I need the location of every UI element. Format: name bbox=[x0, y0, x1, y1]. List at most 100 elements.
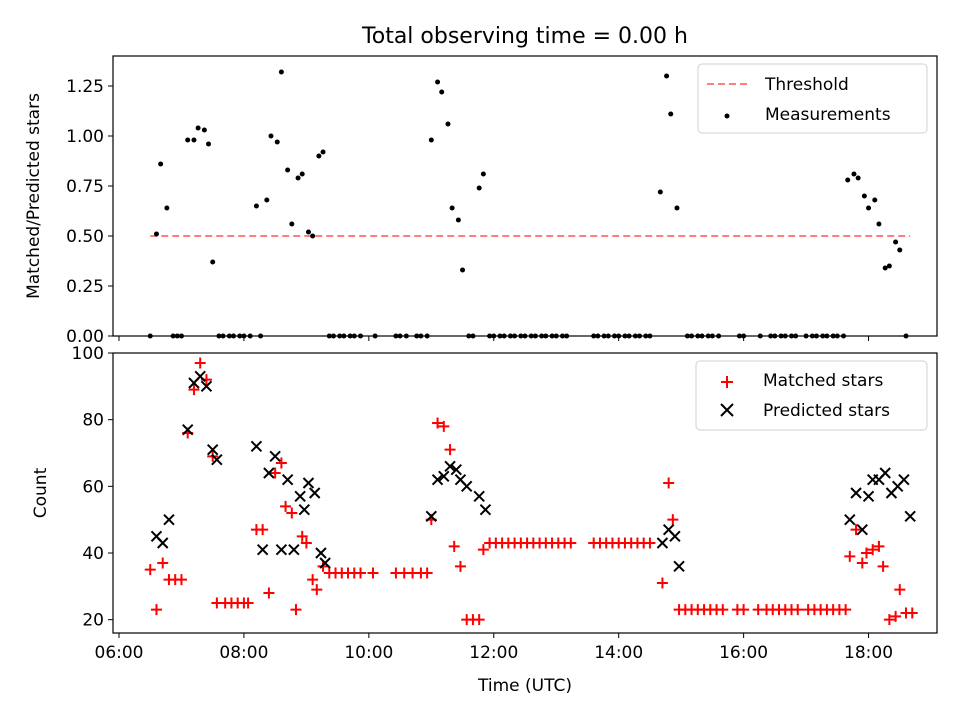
count-y-tick-label: 80 bbox=[82, 411, 104, 431]
predicted-star-point bbox=[250, 440, 263, 453]
count-x-ticks: 06:00 08:00 10:00 12:00 14:00 16:00 18:00 bbox=[95, 633, 893, 663]
measurement-point bbox=[455, 217, 461, 223]
matched-star-point bbox=[840, 604, 852, 616]
measurement-point bbox=[674, 205, 680, 211]
predicted-star-point bbox=[182, 423, 194, 436]
measurement-point bbox=[449, 205, 455, 211]
measurement-point bbox=[882, 265, 888, 271]
x-tick-label: 10:00 bbox=[344, 643, 393, 663]
measurement-point bbox=[668, 111, 674, 117]
matched-star-point bbox=[355, 567, 367, 579]
ratio-panel: 0.00 0.25 0.50 0.75 1.00 1.25 Matched/Predict… bbox=[24, 55, 938, 347]
predicted-star-point bbox=[315, 547, 327, 559]
matched-star-point bbox=[738, 604, 750, 616]
matched-star-point bbox=[263, 587, 275, 599]
measurement-point bbox=[866, 205, 872, 211]
matched-star-point bbox=[175, 574, 187, 586]
measurement-point bbox=[285, 167, 291, 173]
predicted-star-point bbox=[656, 537, 669, 549]
matched-star-point bbox=[860, 547, 872, 559]
count-axes-frame bbox=[112, 352, 938, 634]
matched-star-point bbox=[157, 557, 169, 569]
measurement-point bbox=[845, 177, 851, 183]
matched-star-point bbox=[300, 537, 312, 549]
matched-star-point bbox=[242, 597, 254, 609]
predicted-star-point bbox=[211, 453, 223, 466]
measurement-point bbox=[439, 89, 445, 95]
matched-star-point bbox=[477, 544, 489, 556]
measurement-point bbox=[657, 189, 663, 195]
matched-star-point bbox=[850, 524, 862, 536]
predicted-star-point bbox=[263, 467, 275, 479]
matched-star-point bbox=[188, 384, 200, 396]
count-y-tick-label: 60 bbox=[82, 477, 104, 497]
matched-star-point bbox=[894, 584, 906, 596]
matched-star-point bbox=[421, 567, 433, 579]
x-tick-label: 08:00 bbox=[219, 643, 268, 663]
measurement-point bbox=[191, 137, 197, 143]
measurement-point bbox=[893, 239, 899, 245]
predicted-star-point bbox=[200, 380, 213, 393]
x-tick-label: 12:00 bbox=[469, 643, 518, 663]
matched-star-point bbox=[296, 530, 308, 542]
legend-predicted-marker bbox=[720, 403, 734, 417]
measurement-point bbox=[435, 79, 441, 85]
legend-measurement-marker bbox=[724, 113, 730, 119]
predicted-star-point bbox=[460, 480, 473, 493]
x-tick-label: 06:00 bbox=[95, 643, 144, 663]
measurement-point bbox=[206, 141, 212, 147]
predicted-star-point bbox=[319, 557, 331, 569]
matched-star-point bbox=[257, 524, 269, 536]
matched-star-point bbox=[873, 540, 885, 552]
matched-star-point bbox=[656, 577, 668, 589]
predicted-star-point bbox=[673, 560, 685, 573]
legend-predicted-label: Predicted stars bbox=[763, 401, 890, 421]
measurement-point bbox=[274, 139, 280, 145]
ratio-axes-frame bbox=[112, 55, 938, 337]
matched-star-point bbox=[367, 567, 379, 579]
matched-star-point bbox=[663, 477, 675, 489]
matched-star-point bbox=[150, 604, 162, 616]
matched-star-point bbox=[877, 560, 889, 572]
predicted-star-point bbox=[479, 503, 492, 516]
predicted-star-point bbox=[879, 467, 891, 479]
predicted-star-point bbox=[309, 487, 321, 499]
matched-star-point bbox=[856, 557, 868, 569]
matched-star-point bbox=[448, 540, 460, 552]
measurement-point bbox=[264, 197, 270, 203]
measurement-point bbox=[164, 205, 170, 211]
count-legend: Matched stars Predicted stars bbox=[695, 360, 928, 431]
matched-star-point bbox=[311, 584, 323, 596]
predicted-star-point bbox=[294, 490, 306, 503]
ratio-y-ticks: 0.00 0.25 0.50 0.75 1.00 1.25 bbox=[66, 77, 113, 347]
measurement-point bbox=[320, 149, 326, 155]
matched-star-point bbox=[269, 467, 281, 479]
predicted-star-point bbox=[302, 477, 315, 489]
figure-title: Total observing time = 0.00 h bbox=[361, 24, 688, 49]
ratio-y-tick-label: 0.75 bbox=[66, 177, 104, 197]
measurement-point bbox=[316, 153, 322, 159]
predicted-star-point bbox=[862, 490, 875, 503]
matched-star-point bbox=[473, 614, 485, 626]
measurement-point bbox=[253, 203, 259, 209]
ratio-legend: Threshold Measurements bbox=[697, 63, 928, 134]
predicted-star-point bbox=[425, 510, 438, 523]
x-tick-label: 18:00 bbox=[844, 643, 893, 663]
ratio-y-tick-label: 0.00 bbox=[66, 327, 104, 347]
matched-star-point bbox=[667, 514, 679, 526]
predicted-star-point bbox=[194, 370, 206, 383]
measurement-point bbox=[305, 229, 311, 235]
x-tick-label: 14:00 bbox=[594, 643, 643, 663]
measurement-point bbox=[278, 69, 284, 75]
predicted-star-point bbox=[275, 543, 288, 556]
matched-star-point bbox=[144, 564, 156, 576]
matched-star-point bbox=[194, 357, 206, 369]
predicted-star-point bbox=[444, 460, 456, 473]
measurement-point bbox=[664, 73, 670, 79]
matched-star-point bbox=[307, 574, 319, 586]
matched-star-point bbox=[286, 507, 298, 519]
measurement-point bbox=[886, 263, 892, 269]
count-y-tick-label: 100 bbox=[72, 344, 104, 364]
predicted-star-point bbox=[856, 523, 868, 536]
